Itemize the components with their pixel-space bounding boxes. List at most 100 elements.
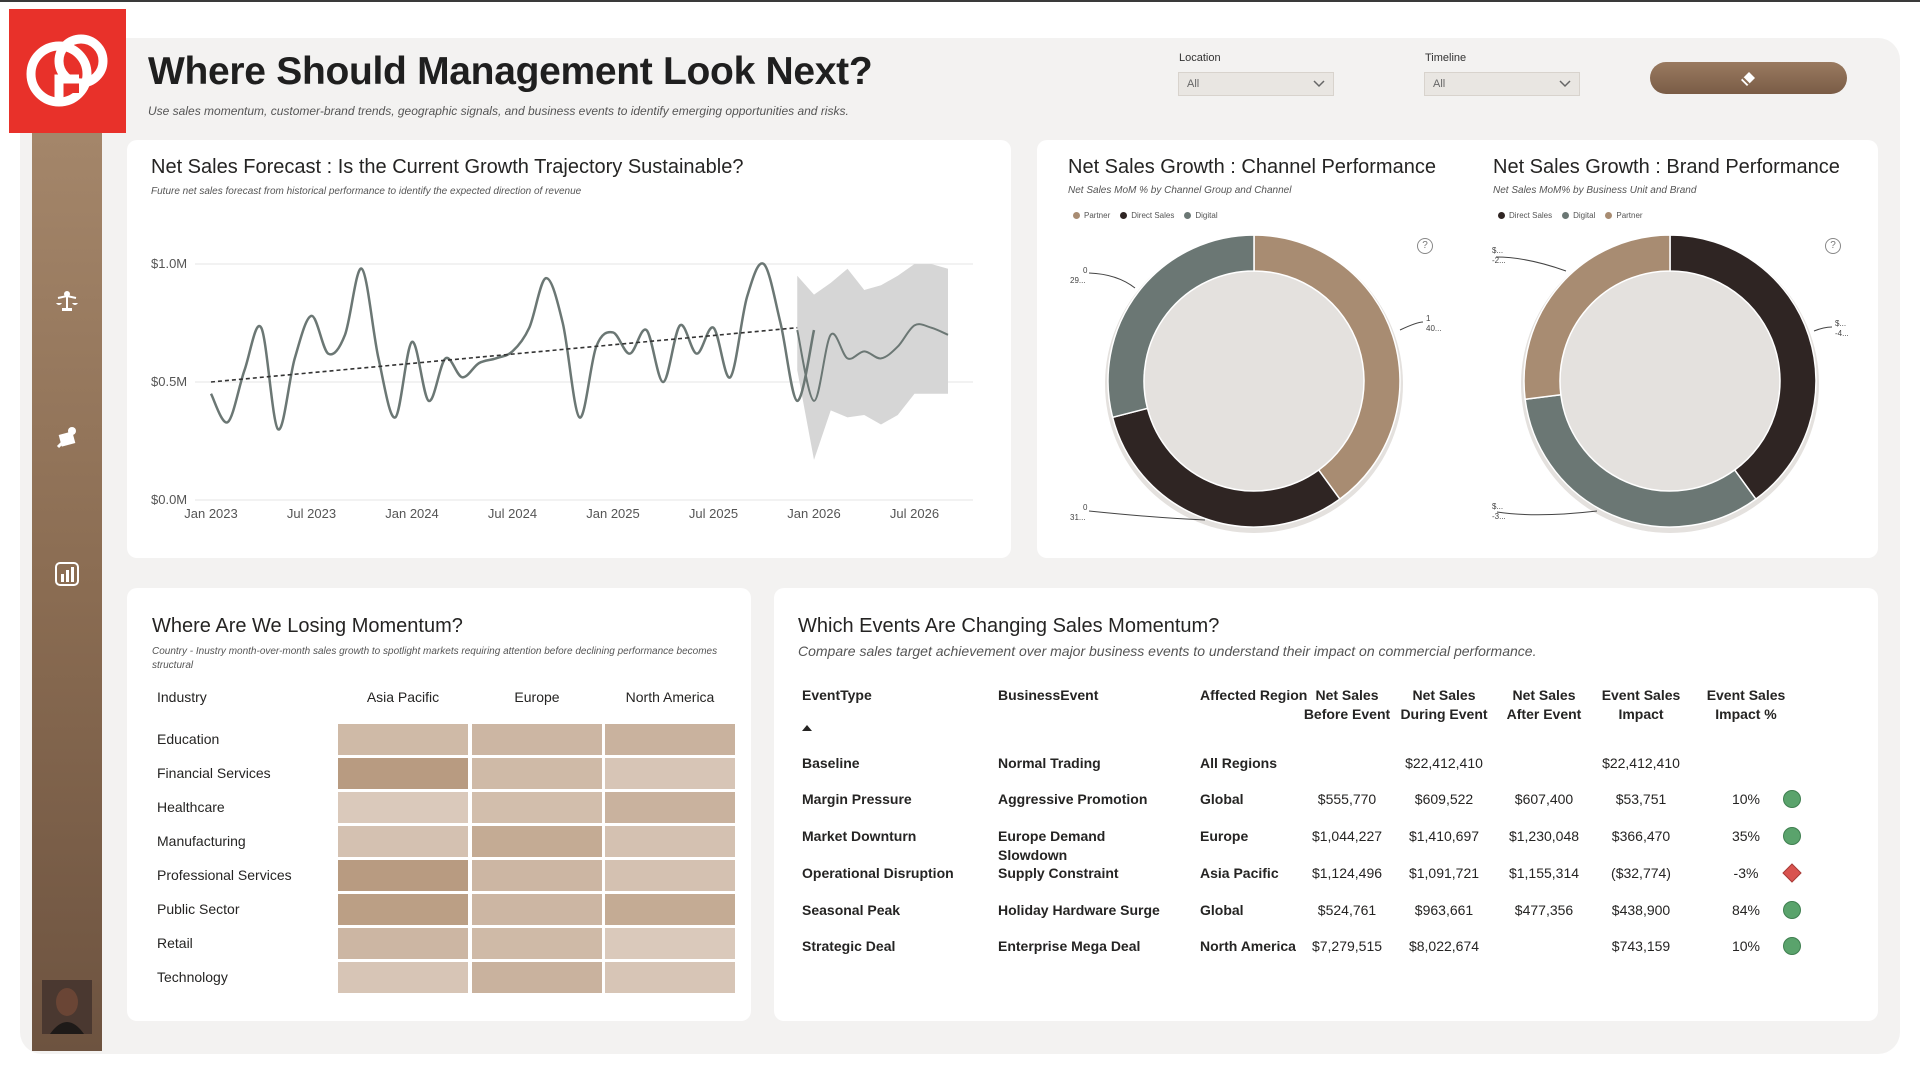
channel-legend-direct-sales[interactable]: Direct Sales	[1120, 211, 1174, 220]
events-column-header[interactable]: Affected Region	[1200, 687, 1308, 703]
growth-donuts-card: Net Sales Growth : Channel Performance N…	[1037, 140, 1878, 558]
forecast-x-tick: Jul 2025	[689, 506, 738, 521]
forecast-y-tick: $1.0M	[151, 256, 187, 271]
brand-help-icon[interactable]: ?	[1825, 238, 1841, 254]
forecast-line-chart[interactable]: $0.0M $0.5M $1.0M Jan 2023 Jul 2023 Jan 2024 J…	[127, 140, 1011, 558]
forecast-y-tick: $0.0M	[151, 492, 187, 507]
channel-legend: Partner Direct Sales Digital	[1073, 211, 1218, 220]
events-cell-type: Baseline	[802, 755, 860, 771]
nav-report-icon[interactable]	[54, 561, 80, 587]
events-cell-impact: ($32,774)	[1611, 865, 1671, 881]
events-cell-impact: $743,159	[1611, 938, 1671, 954]
channel-slice-digital[interactable]	[1107, 234, 1255, 419]
status-good-icon	[1783, 827, 1801, 845]
momentum-subtitle: Country - Inustry month-over-month sales…	[152, 646, 718, 671]
brand-donut-shadow	[1521, 235, 1819, 533]
heatmap-cell[interactable]	[472, 758, 602, 789]
heatmap-cell[interactable]	[605, 894, 735, 925]
heatmap-cell[interactable]	[338, 928, 468, 959]
window-top-border	[0, 0, 1920, 2]
forecast-y-tick: $0.5M	[151, 374, 187, 389]
industry-column-header: Industry	[157, 689, 207, 705]
events-column-header[interactable]: Event Sales Impact	[1601, 687, 1681, 722]
brand-callout-line	[1813, 326, 1833, 332]
heatmap-cell[interactable]	[338, 792, 468, 823]
heatmap-cell[interactable]	[605, 962, 735, 993]
net-sales-forecast-line[interactable]	[796, 323, 949, 402]
events-cell-after: $477,356	[1514, 902, 1574, 918]
heatmap-cell[interactable]	[338, 758, 468, 789]
chevron-down-icon	[1559, 80, 1571, 88]
nav-balance-icon[interactable]	[54, 288, 80, 314]
events-cell-during: $963,661	[1414, 902, 1474, 918]
channel-callout-label: 0	[1083, 503, 1088, 512]
brand-slice-partner[interactable]	[1523, 234, 1671, 401]
brand-callout-label: -3...	[1492, 512, 1506, 521]
growth-donut-charts[interactable]: 0 29... 1 40... 0 31... $... -2... $... …	[1037, 140, 1878, 558]
heatmap-cell[interactable]	[472, 724, 602, 755]
eraser-icon	[1741, 72, 1755, 86]
momentum-card: Where Are We Losing Momentum? Country - …	[127, 588, 751, 1021]
heatmap-cell[interactable]	[472, 928, 602, 959]
heatmap-cell[interactable]	[472, 860, 602, 891]
timeline-slicer[interactable]: All	[1424, 72, 1580, 96]
events-cell-pct: -3%	[1733, 865, 1759, 881]
channel-legend-partner[interactable]: Partner	[1073, 211, 1110, 220]
heatmap-cell[interactable]	[472, 826, 602, 857]
nav-analysis-icon[interactable]	[54, 425, 80, 451]
channel-help-icon[interactable]: ?	[1417, 238, 1433, 254]
events-cell-before: $1,044,227	[1311, 828, 1383, 844]
clear-filters-button[interactable]	[1650, 62, 1847, 94]
logo-icon	[26, 34, 108, 107]
events-column-header[interactable]: Net Sales Before Event	[1303, 687, 1391, 722]
location-slicer[interactable]: All	[1178, 72, 1334, 96]
events-column-header[interactable]: Event Sales Impact %	[1706, 687, 1786, 722]
heatmap-cell[interactable]	[605, 826, 735, 857]
events-cell-before: $555,770	[1317, 791, 1377, 807]
events-cell-pct: 84%	[1731, 902, 1761, 918]
events-column-header[interactable]: Net Sales After Event	[1506, 687, 1582, 722]
heatmap-cell[interactable]	[605, 928, 735, 959]
net-sales-actual-line[interactable]	[209, 262, 816, 431]
events-title: Which Events Are Changing Sales Momentum…	[798, 615, 1220, 637]
channel-callout-line	[1399, 321, 1424, 331]
user-avatar[interactable]	[42, 980, 92, 1034]
channel-legend-digital[interactable]: Digital	[1184, 211, 1218, 220]
heatmap-cell[interactable]	[472, 894, 602, 925]
timeline-slicer-label: Timeline	[1425, 52, 1467, 64]
page-title: Where Should Management Look Next?	[148, 50, 873, 93]
events-cell-type: Strategic Deal	[802, 938, 896, 954]
brand-slice-direct-sales[interactable]	[1669, 234, 1817, 501]
heatmap-cell[interactable]	[338, 724, 468, 755]
heatmap-cell[interactable]	[338, 962, 468, 993]
industry-row-label: Financial Services	[157, 765, 271, 781]
heatmap-cell[interactable]	[472, 792, 602, 823]
events-column-header[interactable]: Net Sales During Event	[1400, 687, 1488, 722]
events-cell-region: All Regions	[1200, 755, 1278, 771]
heatmap-cell[interactable]	[605, 758, 735, 789]
heatmap-cell[interactable]	[605, 724, 735, 755]
events-cell-event: Enterprise Mega Deal	[998, 938, 1141, 954]
region-column-header: North America	[625, 689, 715, 705]
brand-legend-digital[interactable]: Digital	[1562, 211, 1595, 220]
chevron-down-icon	[1313, 80, 1325, 88]
events-cell-region: North America	[1200, 938, 1296, 954]
heatmap-cell[interactable]	[338, 894, 468, 925]
events-column-header[interactable]: EventType	[802, 687, 872, 703]
channel-slice-partner[interactable]	[1253, 234, 1401, 501]
events-cell-before: $7,279,515	[1311, 938, 1383, 954]
heatmap-cell[interactable]	[605, 792, 735, 823]
heatmap-cell[interactable]	[472, 962, 602, 993]
forecast-x-tick: Jul 2023	[287, 506, 336, 521]
events-cell-impact: $53,751	[1615, 791, 1667, 807]
brand-legend-direct-sales[interactable]: Direct Sales	[1498, 211, 1552, 220]
sort-ascending-icon[interactable]	[802, 725, 812, 731]
heatmap-cell[interactable]	[338, 826, 468, 857]
heatmap-cell[interactable]	[338, 860, 468, 891]
events-column-header[interactable]: BusinessEvent	[998, 687, 1099, 703]
events-cell-event: Aggressive Promotion	[998, 791, 1148, 807]
channel-callout-label: 40...	[1426, 324, 1442, 333]
heatmap-cell[interactable]	[605, 860, 735, 891]
status-good-icon	[1783, 937, 1801, 955]
brand-legend-partner[interactable]: Partner	[1605, 211, 1643, 220]
